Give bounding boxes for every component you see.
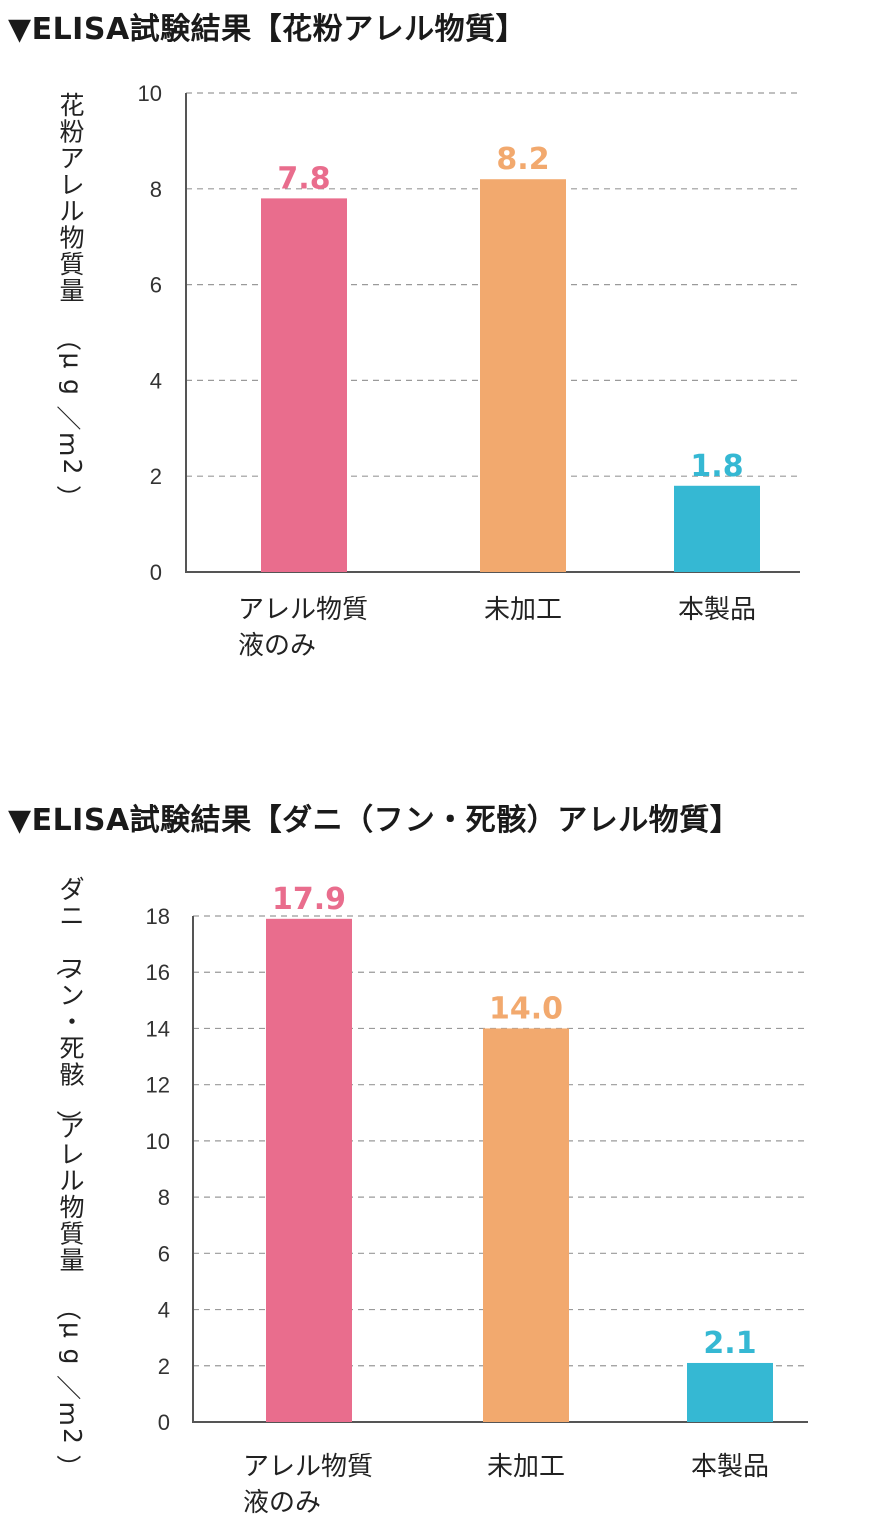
pollen-data-label-2: 1.8	[690, 449, 743, 484]
mite-y-axis-label: ダニ（フン・死骸）アレル物質量（ μ g ／ m 2）	[53, 875, 87, 1480]
mite-category-label-0: アレル物質液のみ	[243, 1452, 373, 1518]
pollen-ytick-label-8: 8	[150, 177, 162, 202]
mite-ytick-label-6: 6	[158, 1241, 170, 1266]
mite-data-label-1: 14.0	[489, 991, 563, 1026]
pollen-chart: 0 2 4 6 8 10 7.8 アレル物質液のみ 8.2 未加工 1.8 本製品 花粉アレル物質量（ μ…	[53, 81, 800, 661]
pollen-y-axis-label: 花粉アレル物質量（ μ g ／ m 2）	[53, 91, 87, 510]
pollen-category-label-0: アレル物質液のみ	[238, 595, 368, 661]
mite-ytick-label-4: 4	[158, 1298, 170, 1323]
pollen-ytick-label-10: 10	[138, 81, 162, 106]
pollen-ytick-label-4: 4	[150, 368, 162, 393]
mite-ytick-label-0: 0	[158, 1410, 170, 1435]
mite-ytick-label-10: 10	[146, 1129, 170, 1154]
mite-ytick-label-2: 2	[158, 1354, 170, 1379]
pollen-data-label-1: 8.2	[496, 142, 549, 177]
pollen-category-label-1: 未加工	[484, 595, 562, 625]
pollen-ytick-label-0: 0	[150, 560, 162, 585]
pollen-category-label-2: 本製品	[678, 595, 756, 625]
mite-bar-2	[687, 1362, 773, 1422]
mite-ytick-label-14: 14	[146, 1016, 170, 1041]
mite-ytick-label-8: 8	[158, 1185, 170, 1210]
mite-category-label-1: 未加工	[487, 1452, 565, 1482]
mite-category-label-2: 本製品	[691, 1452, 769, 1482]
chart-title-pollen: ▼ELISA試験結果【花粉アレル物質】	[8, 12, 527, 47]
pollen-data-label-0: 7.8	[277, 161, 330, 196]
pollen-ytick-label-6: 6	[150, 273, 162, 298]
mite-ytick-label-16: 16	[146, 960, 170, 985]
pollen-ytick-label-2: 2	[150, 464, 162, 489]
mite-ytick-label-18: 18	[146, 904, 170, 929]
chart-title-mite: ▼ELISA試験結果【ダニ（フン・死骸）アレル物質】	[8, 803, 741, 838]
pollen-bar-0	[261, 198, 347, 572]
mite-bar-1	[483, 1028, 569, 1422]
mite-data-label-0: 17.9	[272, 882, 346, 917]
mite-data-label-2: 2.1	[703, 1326, 756, 1361]
mite-ytick-label-12: 12	[146, 1073, 170, 1098]
pollen-bar-1	[480, 179, 566, 572]
pollen-bar-2	[674, 485, 760, 572]
mite-bar-0	[266, 918, 352, 1422]
